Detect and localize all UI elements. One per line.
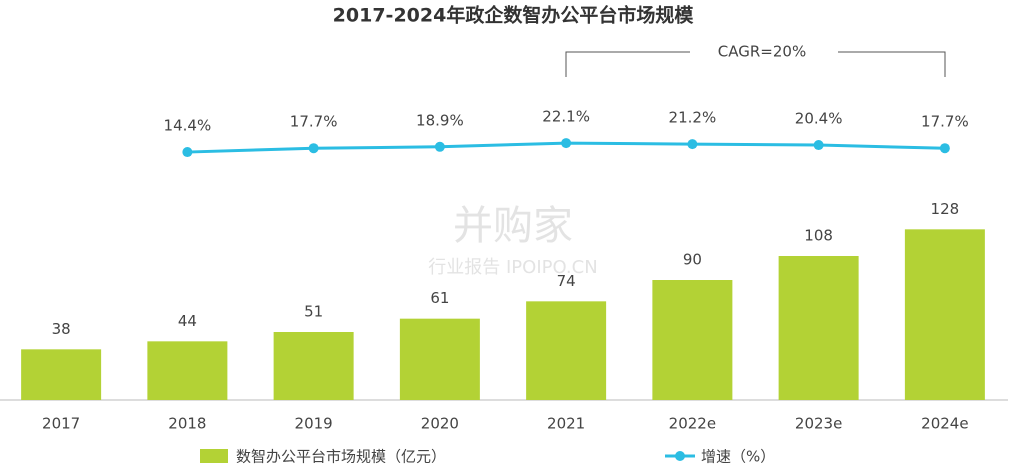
data-label: 90 — [683, 251, 702, 269]
x-tick-label: 2022e — [669, 415, 716, 433]
data-label: 61 — [430, 289, 449, 307]
bar — [904, 229, 985, 400]
bar — [21, 349, 102, 400]
data-label: 21.2% — [669, 109, 717, 127]
data-label: 17.7% — [290, 113, 338, 131]
line-point — [182, 147, 193, 158]
line-point — [434, 141, 445, 152]
cagr-bracket — [838, 51, 946, 77]
bar — [147, 341, 228, 400]
x-tick-label: 2017 — [42, 415, 80, 433]
data-label: 14.4% — [164, 117, 212, 135]
bar — [778, 256, 859, 400]
line-point — [561, 138, 572, 149]
data-label: 22.1% — [542, 108, 590, 126]
x-tick-label: 2019 — [295, 415, 333, 433]
line-point — [687, 139, 698, 150]
data-label: 108 — [804, 227, 833, 245]
legend-label: 增速（%） — [701, 448, 775, 466]
watermark: 并购家 — [453, 203, 573, 249]
watermark: 行业报告 IPOIPO.CN — [428, 257, 597, 278]
line-point — [939, 143, 950, 154]
legend-label: 数智办公平台市场规模（亿元） — [236, 448, 446, 466]
data-label: 18.9% — [416, 111, 464, 129]
legend-swatch — [200, 449, 228, 463]
data-label: 38 — [52, 320, 71, 338]
data-label: 17.7% — [921, 113, 969, 131]
bar — [652, 280, 733, 400]
line-point — [308, 143, 319, 154]
x-tick-label: 2021 — [547, 415, 585, 433]
data-label: 74 — [557, 272, 576, 290]
data-label: 44 — [178, 312, 197, 330]
line-point — [813, 140, 824, 151]
bar — [526, 301, 607, 400]
data-label: 51 — [304, 303, 323, 321]
data-label: 128 — [931, 200, 960, 218]
x-tick-label: 2020 — [421, 415, 459, 433]
legend-swatch — [675, 451, 685, 461]
bar — [273, 332, 354, 400]
data-label: 20.4% — [795, 110, 843, 128]
bar — [399, 318, 480, 400]
x-tick-label: 2023e — [795, 415, 842, 433]
annotation: CAGR=20% — [718, 43, 806, 61]
x-tick-label: 2024e — [921, 415, 968, 433]
x-tick-label: 2018 — [168, 415, 206, 433]
cagr-bracket — [565, 51, 690, 77]
chart-title: 2017-2024年政企数智办公平台市场规模 — [333, 4, 695, 27]
